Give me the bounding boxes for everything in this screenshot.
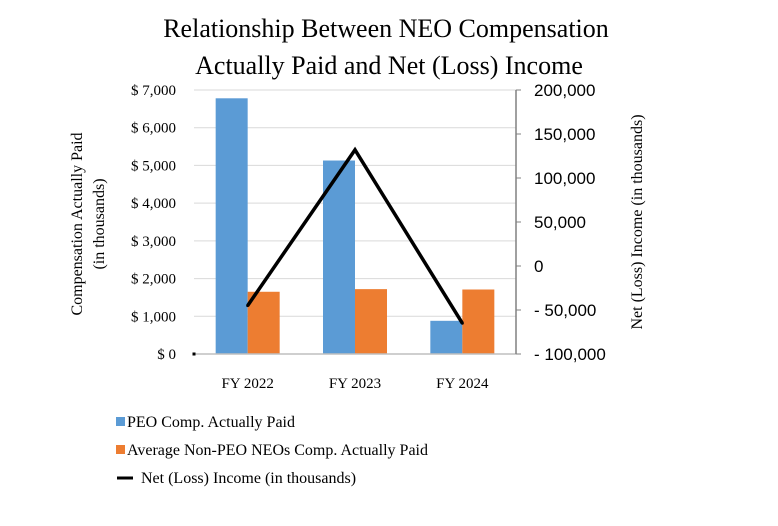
y-tick-label-left: $ 7,000	[131, 83, 176, 99]
legend-swatch-1	[116, 445, 125, 454]
y-axis-title-left-line-1: Compensation Actually Paid	[69, 132, 86, 315]
y-axis-title-left: Compensation Actually Paid (in thousands…	[69, 132, 108, 315]
y-tick-label-left: $ 2,000	[131, 272, 176, 288]
axes	[192, 89, 521, 356]
y-tick-label-right: 150,000	[534, 125, 595, 144]
bar-peo-0	[215, 98, 248, 354]
y-tick-label-right: - 100,000	[534, 345, 606, 364]
tick-labels: $ 0 $ 1,000 $ 2,000 $ 3,000 $ 4,000 $ 5,000 $ …	[131, 81, 606, 392]
y-tick-label-left: $ 5,000	[131, 158, 176, 174]
bar-non-peo-0	[247, 291, 280, 354]
y-tick-label-right: 0	[534, 257, 543, 276]
legend-swatch-0	[116, 417, 125, 426]
bars	[215, 98, 495, 354]
y-tick-label-left: $ 3,000	[131, 234, 176, 250]
legend-label-1: Average Non-PEO NEOs Comp. Actually Paid	[127, 442, 428, 459]
x-tick-label: FY 2022	[221, 376, 273, 392]
legend-label-0: PEO Comp. Actually Paid	[127, 414, 295, 431]
chart-title-line-2: Actually Paid and Net (Loss) Income	[195, 51, 583, 80]
y-tick-label-right: 100,000	[534, 169, 595, 188]
x-tick-label: FY 2023	[329, 376, 381, 392]
bar-peo-1	[323, 160, 355, 354]
y-axis-title-right: Net (Loss) Income (in thousands)	[629, 114, 646, 329]
bar-peo-2	[430, 320, 463, 354]
y-tick-label-left: $ 1,000	[131, 309, 176, 325]
axis-origin-dot	[192, 352, 196, 356]
y-tick-label-left: $ 0	[157, 347, 176, 363]
y-tick-label-right: - 50,000	[534, 301, 596, 320]
net-income-point-2	[460, 321, 464, 325]
chart-title: Relationship Between NEO Compensation Ac…	[163, 14, 609, 80]
bar-non-peo-2	[462, 289, 495, 354]
y-tick-label-left: $ 6,000	[131, 121, 176, 137]
bar-non-peo-1	[355, 289, 387, 354]
y-tick-label-right: 200,000	[534, 81, 595, 100]
x-tick-label: FY 2024	[436, 376, 489, 392]
y-axis-title-left-line-2: (in thousands)	[91, 178, 108, 269]
legend: PEO Comp. Actually Paid Average Non-PEO N…	[116, 414, 428, 487]
legend-label-2: Net (Loss) Income (in thousands)	[141, 470, 356, 487]
line-series	[246, 146, 464, 325]
y-tick-label-left: $ 4,000	[131, 196, 176, 212]
net-income-point-1	[353, 148, 357, 152]
y-tick-label-right: 50,000	[534, 213, 586, 232]
net-income-point-0	[246, 304, 250, 308]
chart-title-line-1: Relationship Between NEO Compensation	[163, 14, 609, 43]
